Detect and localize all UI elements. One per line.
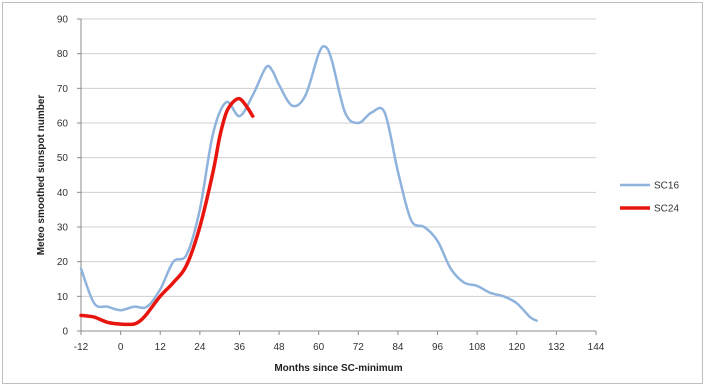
- x-tick-label: 108: [469, 342, 486, 353]
- x-axis-title: Months since SC-minimum: [274, 363, 402, 374]
- y-tick-label: 40: [57, 188, 69, 199]
- x-tick-label: 96: [432, 342, 444, 353]
- y-tick-label: 50: [57, 153, 69, 164]
- y-tick-label: 90: [57, 15, 69, 26]
- x-tick-label: 132: [548, 342, 565, 353]
- y-tick-label: 60: [57, 119, 69, 130]
- y-tick-label: 30: [57, 223, 69, 234]
- y-tick-label: 10: [57, 292, 69, 303]
- x-tick-label: 48: [274, 342, 286, 353]
- x-tick-label: 12: [155, 342, 167, 353]
- legend-label-sc16: SC16: [654, 181, 679, 192]
- x-tick-label: 72: [353, 342, 365, 353]
- x-tick-label: -12: [74, 342, 89, 353]
- x-tick-label: 144: [588, 342, 605, 353]
- y-axis-title: Meteo smoothed sunspot number: [36, 95, 47, 256]
- x-tick-label: 120: [508, 342, 525, 353]
- y-tick-label: 70: [57, 84, 69, 95]
- x-tick-label: 60: [313, 342, 325, 353]
- y-tick-label: 0: [62, 327, 68, 338]
- y-tick-label: 20: [57, 257, 69, 268]
- x-tick-label: 84: [392, 342, 404, 353]
- y-tick-label: 80: [57, 49, 69, 60]
- x-tick-label: 0: [118, 342, 124, 353]
- series-line-sc24: [79, 96, 255, 327]
- series-line-sc16: [79, 44, 538, 322]
- legend-label-sc24: SC24: [654, 204, 679, 215]
- x-tick-label: 36: [234, 342, 246, 353]
- x-tick-label: 24: [194, 342, 206, 353]
- chart-frame: [2, 2, 703, 384]
